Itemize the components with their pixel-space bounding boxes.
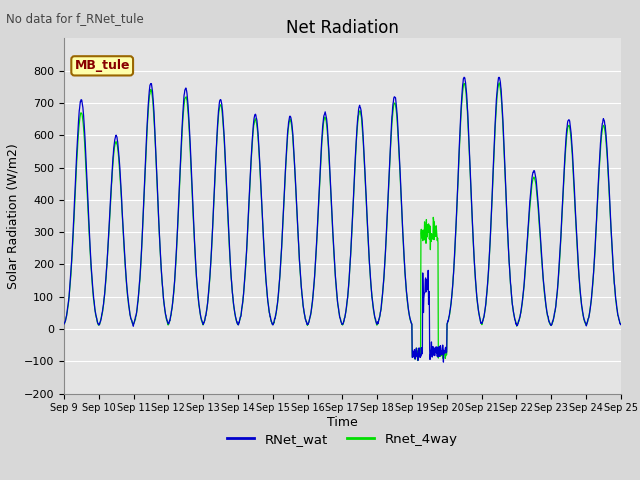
Y-axis label: Solar Radiation (W/m2): Solar Radiation (W/m2) [6,143,20,289]
X-axis label: Time: Time [327,416,358,429]
Text: No data for f_RNet_tule: No data for f_RNet_tule [6,12,144,25]
Title: Net Radiation: Net Radiation [286,19,399,37]
Text: MB_tule: MB_tule [74,60,130,72]
Legend: RNet_wat, Rnet_4way: RNet_wat, Rnet_4way [222,427,463,451]
